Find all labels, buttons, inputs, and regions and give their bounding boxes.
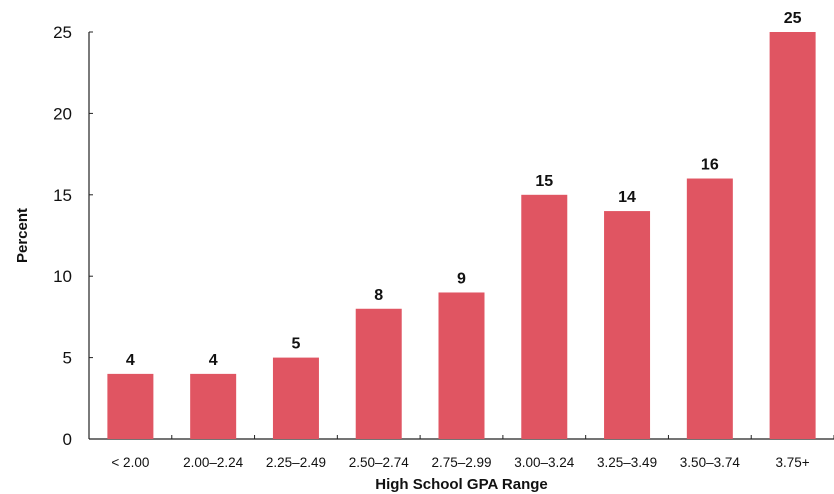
x-tick-label: 2.50–2.74: [349, 455, 410, 470]
bar: [438, 292, 485, 439]
x-tick-label: 3.75+: [776, 455, 810, 470]
y-axis-title: Percent: [14, 208, 31, 263]
y-tick-label: 15: [53, 186, 72, 205]
bar: [107, 373, 154, 439]
y-tick-label: 5: [63, 349, 72, 368]
bar: [521, 194, 568, 439]
bar-value-label: 4: [209, 352, 218, 369]
bar: [355, 308, 402, 439]
y-tick-label: 0: [63, 430, 72, 449]
x-tick-label: 3.25–3.49: [597, 455, 657, 470]
bar: [769, 32, 816, 439]
x-tick-label: 3.50–3.74: [680, 455, 741, 470]
y-tick-label: 10: [53, 267, 72, 286]
bar: [686, 178, 733, 439]
x-tick-label: 2.00–2.24: [183, 455, 244, 470]
y-tick-label: 25: [53, 23, 72, 42]
x-tick-label: < 2.00: [111, 455, 149, 470]
y-tick-label: 20: [53, 104, 72, 123]
x-tick-label: 3.00–3.24: [514, 455, 575, 470]
bar-value-label: 5: [291, 336, 300, 353]
bar-value-label: 16: [701, 157, 719, 174]
bar: [190, 373, 237, 439]
bar-value-label: 25: [784, 10, 802, 27]
bar-value-label: 4: [126, 352, 135, 369]
x-tick-label: 2.25–2.49: [266, 455, 326, 470]
y-axis: 0 5 10 15 20 25: [53, 23, 93, 449]
bar-value-label: 15: [535, 173, 553, 190]
bar-value-label: 8: [374, 287, 383, 304]
bar: [272, 357, 319, 439]
x-tick-label: 2.75–2.99: [431, 455, 491, 470]
bars: 4 4 5 8 9 15 14 16 25: [107, 10, 816, 439]
bar: [604, 211, 651, 439]
x-axis-title: High School GPA Range: [375, 476, 548, 493]
x-axis: < 2.00 2.00–2.24 2.25–2.49 2.50–2.74 2.75–2.…: [89, 435, 834, 470]
bar-value-label: 14: [618, 189, 636, 206]
bar-value-label: 9: [457, 270, 466, 287]
